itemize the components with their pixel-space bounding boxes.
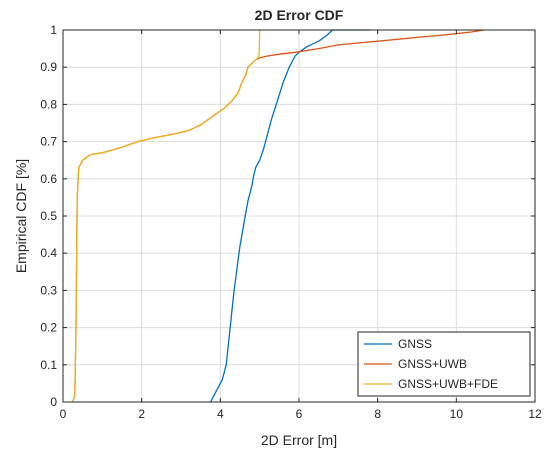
y-tick-label: 0.3 xyxy=(40,283,57,297)
ticks: 0 2 4 6 8 10 12 0 0.1 0.2 0.3 0.4 0.5 0.6 0.7 0.8 0.9 1 xyxy=(40,23,542,421)
x-tick-label: 10 xyxy=(450,407,464,421)
y-tick-label: 0 xyxy=(50,395,57,409)
y-tick-label: 0.2 xyxy=(40,321,57,335)
legend-label-2: GNSS+UWB xyxy=(398,357,467,371)
chart-title: 2D Error CDF xyxy=(255,7,344,23)
legend-label-3: GNSS+UWB+FDE xyxy=(398,377,498,391)
x-tick-label: 2 xyxy=(138,407,145,421)
x-tick-label: 8 xyxy=(374,407,381,421)
series-layer xyxy=(72,29,485,403)
y-tick-label: 0.6 xyxy=(40,172,57,186)
x-tick-label: 12 xyxy=(528,407,542,421)
legend-label-1: GNSS xyxy=(398,337,432,351)
x-tick-label: 4 xyxy=(217,407,224,421)
x-tick-label: 6 xyxy=(296,407,303,421)
y-tick-label: 0.1 xyxy=(40,358,57,372)
y-axis-label: Empirical CDF [%] xyxy=(13,159,29,273)
y-tick-label: 0.4 xyxy=(40,246,57,260)
y-tick-label: 0.7 xyxy=(40,135,57,149)
series-line-1 xyxy=(209,29,370,403)
x-tick-label: 0 xyxy=(60,407,67,421)
series-line-3 xyxy=(72,29,261,403)
grid xyxy=(63,30,535,402)
y-tick-label: 1 xyxy=(50,23,57,37)
y-tick-label: 0.9 xyxy=(40,60,57,74)
y-tick-label: 0.8 xyxy=(40,97,57,111)
y-tick-label: 0.5 xyxy=(40,209,57,223)
legend: GNSS GNSS+UWB GNSS+UWB+FDE xyxy=(357,331,531,397)
x-axis-label: 2D Error [m] xyxy=(261,432,337,448)
